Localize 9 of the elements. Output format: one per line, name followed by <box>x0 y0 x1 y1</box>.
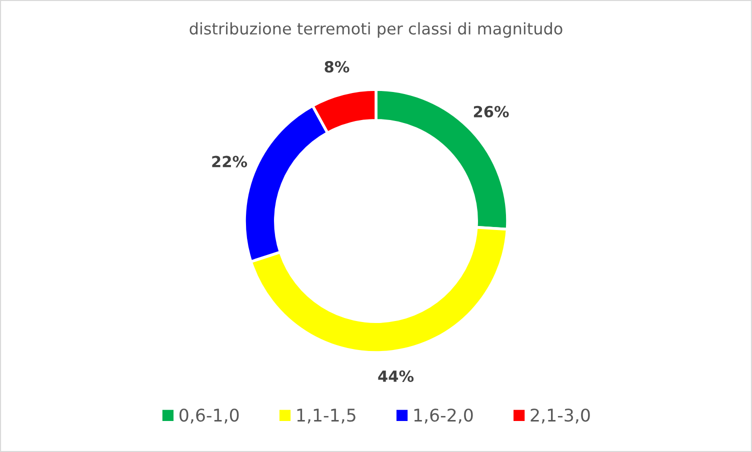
legend-label: 0,6-1,0 <box>180 408 239 424</box>
data-label: 22% <box>212 156 248 168</box>
chart-title: distribuzione terremoti per classi di magnitudo <box>190 22 562 38</box>
legend-label: 1,6-2,0 <box>414 408 473 424</box>
data-label: 8% <box>324 61 350 73</box>
legend-label: 2,1-3,0 <box>530 408 590 424</box>
data-label: 44% <box>378 370 414 382</box>
legend-label: 1,1-1,5 <box>297 408 356 424</box>
data-label: 26% <box>474 106 509 118</box>
